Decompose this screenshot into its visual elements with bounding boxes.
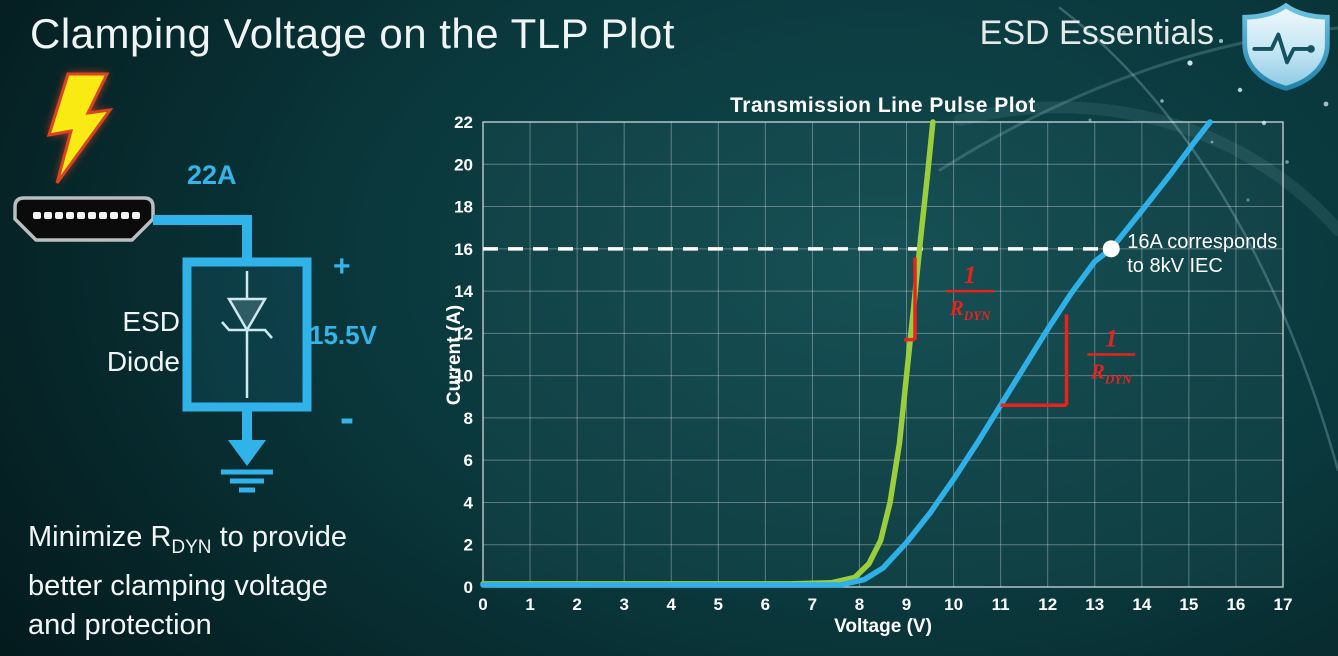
x-tick-label: 7 [808,595,817,614]
y-tick-label: 12 [454,324,473,343]
plot-background [483,122,1283,587]
surge-current-label: 22A [187,160,237,190]
tlp-chart: Transmission Line Pulse Plot Current (A)… [430,88,1338,656]
hdmi-pins [33,212,140,219]
plus-label: + [333,250,351,283]
x-tick-label: 5 [714,595,723,614]
x-tick-label: 8 [855,595,864,614]
pulse-dot [1307,45,1315,53]
component-label-line2: Diode [106,346,180,377]
takeaway-line3: and protection [28,608,212,641]
x-tick-label: 12 [1038,595,1057,614]
rdyn-fraction-numerator: 1 [1105,326,1118,353]
arrow-down-icon [228,440,266,466]
x-tick-label: 0 [478,595,487,614]
lightning-icon [46,72,114,184]
plot-border [482,121,1284,588]
y-tick-label: 10 [454,367,473,386]
shield-logo-icon [1242,2,1330,91]
x-tick-label: 6 [761,595,770,614]
x-tick-label: 14 [1132,595,1151,614]
x-tick-label: 11 [992,595,1010,614]
x-tick-label: 3 [619,595,628,614]
y-tick-label: 14 [454,282,473,301]
rdyn-fraction-denominator: RDYN [1090,360,1132,387]
y-tick-label: 16 [454,240,473,259]
shield-shape [1242,2,1330,91]
y-tick-label: 0 [464,578,473,597]
y-tick-label: 8 [464,409,473,428]
rdyn-subscript: DYN [171,536,212,558]
y-tick-label: 20 [454,155,473,174]
x-tick-label: 10 [944,595,963,614]
x-axis-label: Voltage (V) [834,616,932,637]
x-tick-label: 1 [525,595,534,614]
x-tick-label: 2 [572,595,581,614]
minus-label: - [340,394,354,441]
marker-dot-16A [1102,240,1120,258]
x-tick-label: 17 [1274,595,1293,614]
y-tick-label: 22 [454,113,473,132]
brand-text: ESD Essentials [979,14,1214,52]
x-tick-label: 15 [1179,595,1198,614]
y-tick-label: 2 [464,536,473,555]
component-label: ESD Diode [78,302,180,382]
takeaway-line2: better clamping voltage [28,569,328,602]
x-tick-label: 9 [902,595,911,614]
rdyn-fraction-numerator: 1 [964,262,977,289]
clamp-voltage-label: 15.5V [309,320,377,350]
takeaway-text: Minimize RDYN to provide better clamping… [28,518,347,645]
esd-protection-diagram [13,72,312,493]
page-title: Clamping Voltage on the TLP Plot [30,10,675,57]
pulse-line-icon [1252,32,1313,65]
marker-label-line1: 16A corresponds [1127,231,1277,253]
ground-icon [221,469,273,493]
y-tick-label: 4 [464,493,474,512]
hdmi-connector-icon [13,196,155,242]
y-tick-label: 18 [454,198,473,217]
takeaway-line1: Minimize RDYN to provide [28,521,347,558]
x-tick-label: 13 [1085,595,1104,614]
x-tick-label: 16 [1226,595,1245,614]
surge-wire [153,215,252,264]
marker-label-line2: to 8kV IEC [1127,255,1223,277]
chart-title: Transmission Line Pulse Plot [730,94,1036,117]
zener-diode-symbol [221,271,273,398]
series-high-rdyn-esd-diode [480,119,1213,588]
y-tick-label: 6 [464,451,473,470]
component-label-line1: ESD [122,306,180,337]
plot-area: 0 1 2 3 4 5 6 7 8 9 10 11 12 13 14 15 16 1702468101214161… [454,113,1293,614]
x-tick-label: 4 [667,595,677,614]
